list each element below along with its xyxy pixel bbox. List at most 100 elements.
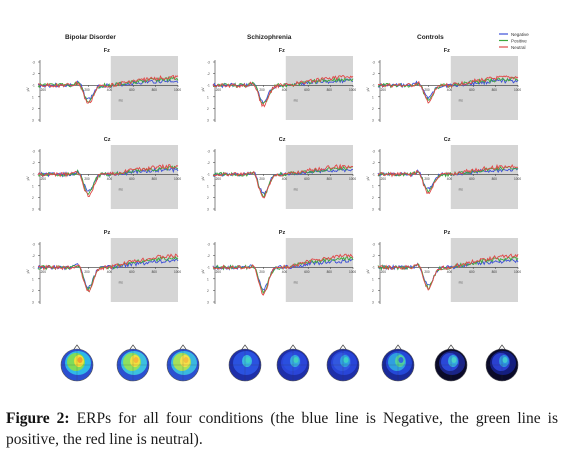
y-tick-label: -2 xyxy=(32,72,35,76)
y-tick-label: 2 xyxy=(207,289,209,293)
legend-label: Negative xyxy=(511,32,529,37)
y-tick-label: 3 xyxy=(372,208,374,212)
analysis-window xyxy=(285,56,353,120)
topo-map-nose xyxy=(289,344,297,350)
x-unit-label: ms xyxy=(459,187,464,191)
waveform-neutral xyxy=(377,253,519,291)
x-tick-label: 200 xyxy=(259,270,265,274)
x-tick-label: 1000 xyxy=(349,270,356,274)
y-unit-label: µV xyxy=(201,176,205,181)
y-tick-label: -1 xyxy=(32,84,35,88)
y-tick-label: -1 xyxy=(207,266,210,270)
y-tick-label: -2 xyxy=(207,254,210,258)
topo-map xyxy=(116,344,150,382)
y-unit-label: µV xyxy=(26,176,30,181)
waveform-neutral xyxy=(377,75,519,104)
x-tick-label: 1000 xyxy=(174,88,181,92)
x-tick-label: 200 xyxy=(84,177,90,181)
group-title: Controls xyxy=(417,34,444,41)
legend-label: Neutral xyxy=(511,45,526,50)
waveform-positive xyxy=(212,76,354,105)
erp-panel: Cz -3 -2 -1 1 2 3 µV -200 200 400 600 800 1000 ms xyxy=(26,137,181,212)
waveform-neutral xyxy=(212,163,354,199)
x-tick-label: 400 xyxy=(107,270,113,274)
topo-map xyxy=(228,344,262,382)
y-tick-label: 2 xyxy=(372,289,374,293)
erp-panel: Pz -3 -2 -1 1 2 3 µV -200 200 400 600 800 1000 ms xyxy=(366,230,521,305)
y-tick-label: 2 xyxy=(32,196,34,200)
topo-map-nose xyxy=(339,344,347,350)
y-tick-label: 3 xyxy=(372,301,374,305)
y-tick-label: 3 xyxy=(207,208,209,212)
erp-panel: Cz -3 -2 -1 1 2 3 µV -200 200 400 600 800 1000 ms xyxy=(201,137,356,212)
y-tick-label: 1 xyxy=(207,184,209,188)
analysis-window xyxy=(110,56,178,120)
y-tick-label: 3 xyxy=(372,119,374,123)
x-tick-label: -200 xyxy=(40,177,47,181)
x-tick-label: 400 xyxy=(107,177,113,181)
y-tick-label: -2 xyxy=(207,161,210,165)
y-tick-label: 1 xyxy=(32,184,34,188)
erp-panel: Cz -3 -2 -1 1 2 3 µV -200 200 400 600 800 1000 ms xyxy=(366,137,521,212)
y-tick-label: -1 xyxy=(32,173,35,177)
analysis-window xyxy=(450,56,518,120)
x-tick-label: 600 xyxy=(304,177,310,181)
caption-text: ERPs for all four conditions (the blue l… xyxy=(6,410,558,448)
electrode-label: Fz xyxy=(104,48,110,54)
waveform-neutral xyxy=(212,253,354,296)
x-unit-label: ms xyxy=(119,98,124,102)
x-tick-label: 200 xyxy=(84,270,90,274)
topo-map-nose xyxy=(179,344,187,350)
x-tick-label: 400 xyxy=(282,270,288,274)
x-tick-label: -200 xyxy=(40,270,47,274)
x-tick-label: 400 xyxy=(282,88,288,92)
waveform-negative xyxy=(377,78,519,100)
topo-map-region xyxy=(245,357,251,363)
electrode-label: Pz xyxy=(279,230,286,236)
erp-panel: Pz -3 -2 -1 1 2 3 µV -200 200 400 600 800 1000 ms xyxy=(26,230,181,305)
topo-map-nose xyxy=(498,344,506,350)
group-title: Schizophrenia xyxy=(247,34,292,41)
x-tick-label: 200 xyxy=(259,88,265,92)
y-tick-label: -2 xyxy=(372,254,375,258)
analysis-window xyxy=(285,238,353,302)
topo-map xyxy=(166,344,200,382)
y-tick-label: -1 xyxy=(32,266,35,270)
x-tick-label: 200 xyxy=(259,177,265,181)
topo-map xyxy=(434,344,468,382)
topo-map-nose xyxy=(447,344,455,350)
x-tick-label: 1000 xyxy=(349,88,356,92)
group-title: Bipolar Disorder xyxy=(65,34,116,41)
topo-map-region xyxy=(398,357,404,363)
y-tick-label: -1 xyxy=(207,173,210,177)
electrode-label: Cz xyxy=(104,137,111,143)
electrode-label: Fz xyxy=(279,48,285,54)
y-tick-label: -1 xyxy=(372,266,375,270)
x-tick-label: 600 xyxy=(129,270,135,274)
y-tick-label: -2 xyxy=(32,254,35,258)
x-tick-label: 800 xyxy=(152,88,158,92)
y-tick-label: 1 xyxy=(372,95,374,99)
x-tick-label: 200 xyxy=(424,177,430,181)
y-tick-label: 3 xyxy=(207,119,209,123)
x-tick-label: -200 xyxy=(215,177,222,181)
x-tick-label: 600 xyxy=(304,88,310,92)
figure-caption: Figure 2: ERPs for all four conditions (… xyxy=(6,408,558,450)
electrode-label: Pz xyxy=(444,230,451,236)
y-tick-label: -1 xyxy=(372,173,375,177)
y-tick-label: -2 xyxy=(32,161,35,165)
topo-map-region xyxy=(133,357,139,363)
x-tick-label: 400 xyxy=(282,177,288,181)
topo-map xyxy=(381,344,415,382)
x-tick-label: 200 xyxy=(424,88,430,92)
x-tick-label: 1000 xyxy=(514,177,521,181)
x-tick-label: 800 xyxy=(152,177,158,181)
x-tick-label: 800 xyxy=(327,88,333,92)
x-tick-label: -200 xyxy=(40,88,47,92)
x-tick-label: 400 xyxy=(447,88,453,92)
y-tick-label: -3 xyxy=(207,150,210,154)
y-tick-label: 2 xyxy=(32,289,34,293)
x-tick-label: 200 xyxy=(424,270,430,274)
waveform-positive xyxy=(37,165,179,196)
